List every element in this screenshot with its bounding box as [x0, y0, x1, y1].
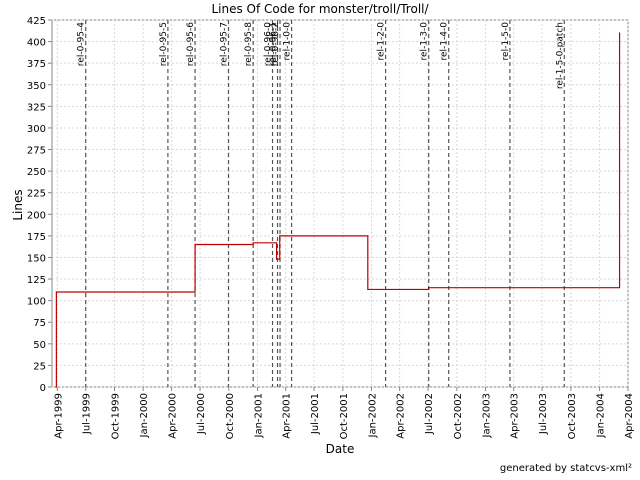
x-tick-label: Apr-2003: [510, 393, 521, 439]
x-tick-label: Jan-2003: [482, 393, 493, 438]
y-tick-label: 75: [33, 318, 46, 329]
x-tick-label: Jul-2001: [310, 393, 321, 435]
x-tick-label: Apr-2002: [396, 393, 407, 439]
loc-data-point: [55, 386, 57, 388]
x-tick-label: Jul-2003: [538, 393, 549, 435]
release-marker-label: rel-1-5-0: [501, 22, 511, 61]
y-tick-label: 425: [27, 16, 46, 27]
plot-area: [51, 19, 629, 388]
release-marker-label: rel-1-4-0: [440, 22, 450, 61]
y-tick-label: 125: [27, 275, 46, 286]
release-marker-label: rel-0-95-5: [159, 22, 169, 66]
release-marker-label: rel-0-95-4: [77, 22, 87, 66]
x-tick-label: Jan-2000: [139, 393, 150, 438]
x-tick-label: Jul-2000: [196, 393, 207, 435]
release-marker-label: rel-0-95-7: [219, 22, 229, 66]
chart-title: Lines Of Code for monster/troll/Troll/: [211, 2, 429, 16]
series: [55, 32, 621, 388]
x-tick-label: Jan-2002: [368, 393, 379, 438]
release-marker-label: rel-1-3-0: [420, 22, 430, 61]
y-tick-label: 375: [27, 59, 46, 70]
y-tick-label: 175: [27, 232, 46, 243]
release-marker-label: rel-0-96-2: [271, 22, 281, 66]
x-tick-label: Jan-2001: [254, 393, 265, 438]
credit-text: generated by statcvs-xml²: [499, 463, 632, 474]
y-tick-label: 200: [27, 210, 46, 221]
y-tick-label: 225: [27, 189, 46, 200]
x-tick-label: Apr-1999: [53, 393, 64, 439]
x-tick-label: Oct-2001: [339, 393, 350, 439]
y-tick-label: 350: [27, 81, 46, 92]
loc-data-point: [279, 235, 281, 237]
x-tick-label: Oct-2002: [453, 393, 464, 439]
y-tick-label: 325: [27, 102, 46, 113]
y-tick-label: 100: [27, 297, 46, 308]
loc-data-point: [252, 242, 254, 244]
y-tick-label: 400: [27, 38, 46, 49]
release-marker-label: rel-0-96-0: [264, 22, 274, 66]
x-tick-label: Oct-1999: [110, 393, 121, 439]
x-axis-label: Date: [326, 442, 355, 456]
loc-data-point: [428, 287, 430, 289]
loc-data-point: [194, 243, 196, 246]
x-tick-label: Jul-1999: [82, 393, 93, 435]
y-tick-label: 150: [27, 253, 46, 264]
grid: [52, 19, 629, 388]
release-marker-label: rel-0-96-1: [269, 22, 279, 66]
y-tick-label: 300: [27, 124, 46, 135]
x-tick-label: Apr-2004: [624, 393, 635, 439]
x-tick-label: Jan-2004: [596, 393, 607, 438]
release-marker-label: rel-0-95-8: [244, 22, 254, 66]
loc-data-point: [618, 32, 621, 34]
y-axis: 0 25 50 75 100 125 150 175 200 225 250 275 300 325 350…: [27, 16, 52, 394]
release-marker-label: rel-1-5-0-patch: [555, 22, 565, 89]
x-tick-label: Oct-2000: [225, 393, 236, 439]
loc-data-point: [55, 291, 57, 293]
loc-data-point: [367, 288, 369, 291]
release-marker-label: rel-0-95-6: [186, 22, 196, 66]
y-axis-label: Lines: [11, 189, 25, 220]
y-tick-label: 25: [33, 361, 46, 372]
release-marker-label: rel-1-0-0: [283, 22, 293, 61]
y-tick-label: 0: [40, 383, 46, 394]
release-markers: rel-0-95-4 rel-0-95-5 rel-0-95-6 rel-0-95-7…: [77, 20, 565, 387]
release-marker-label: rel-1-2-0: [377, 22, 387, 61]
y-tick-label: 50: [33, 340, 46, 351]
y-tick-label: 275: [27, 146, 46, 157]
x-axis: Apr-1999 Jul-1999 Oct-1999 Jan-2000 Apr-2000…: [53, 387, 635, 439]
x-tick-label: Apr-2001: [282, 393, 293, 439]
loc-data-point: [275, 258, 278, 260]
x-tick-label: Apr-2000: [168, 393, 179, 439]
x-tick-label: Oct-2003: [567, 393, 578, 439]
x-tick-label: Jul-2002: [424, 393, 435, 435]
y-tick-label: 250: [27, 167, 46, 178]
